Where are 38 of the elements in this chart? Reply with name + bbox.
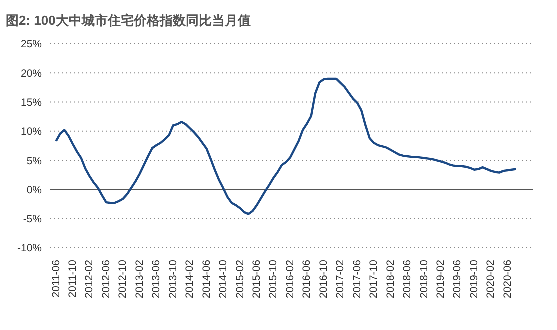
y-tick-label: 10% bbox=[20, 126, 42, 138]
x-tick-label: 2019-02 bbox=[435, 260, 447, 299]
x-tick-label: 2016-02 bbox=[284, 260, 296, 299]
x-tick-label: 2020-02 bbox=[485, 260, 498, 299]
x-tick-label: 2018-10 bbox=[418, 260, 430, 299]
x-tick-label: 2015-02 bbox=[234, 260, 246, 299]
x-tick-label: 2012-06 bbox=[100, 260, 112, 299]
x-tick-label: 2014-06 bbox=[200, 260, 213, 299]
x-tick-label: 2018-06 bbox=[402, 260, 414, 299]
x-tick-label: 2016-10 bbox=[318, 260, 330, 299]
y-tick-label: 20% bbox=[20, 68, 42, 80]
x-tick-label: 2014-02 bbox=[184, 260, 196, 299]
x-tick-label: 2015-06 bbox=[251, 260, 263, 299]
x-tick-label: 2019-06 bbox=[452, 260, 464, 299]
y-tick-label: 0% bbox=[26, 184, 42, 196]
y-tick-label: 5% bbox=[26, 155, 42, 168]
x-tick-label: 2012-10 bbox=[117, 260, 130, 299]
x-tick-label: 2011-06 bbox=[50, 260, 62, 298]
x-tick-label: 2015-10 bbox=[268, 260, 280, 299]
x-tick-label: 2012-02 bbox=[84, 260, 96, 299]
x-tick-label: 2013-02 bbox=[134, 260, 146, 299]
y-tick-label: 25% bbox=[20, 38, 42, 51]
chart-title: 图2: 100大中城市住宅价格指数同比当月值 bbox=[5, 12, 252, 30]
x-tick-label: 2013-06 bbox=[150, 260, 163, 299]
x-tick-label: 2017-06 bbox=[351, 260, 364, 299]
x-tick-label: 2017-10 bbox=[368, 260, 380, 299]
y-tick-label: -10% bbox=[17, 242, 42, 255]
y-tick-label: -5% bbox=[23, 214, 42, 226]
x-tick-label: 2020-06 bbox=[502, 260, 514, 299]
x-tick-label: 2019-10 bbox=[468, 260, 480, 299]
x-tick-label: 2016-06 bbox=[301, 260, 314, 299]
x-tick-label: 2018-02 bbox=[384, 260, 397, 299]
x-tick-label: 2013-10 bbox=[167, 260, 180, 299]
y-tick-label: 15% bbox=[20, 97, 42, 110]
x-tick-label: 2011-10 bbox=[67, 260, 79, 298]
x-tick-label: 2014-10 bbox=[218, 260, 230, 299]
x-tick-label: 2017-02 bbox=[334, 260, 347, 299]
line-series bbox=[55, 78, 518, 216]
